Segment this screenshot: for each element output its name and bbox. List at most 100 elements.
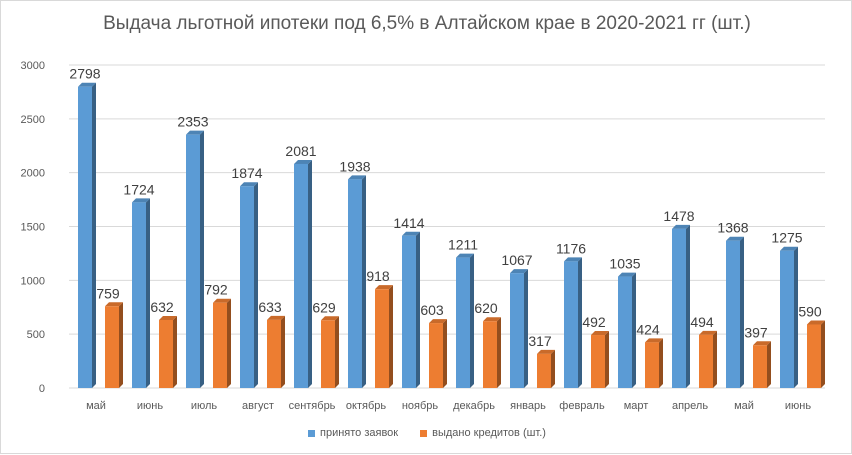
bar-top: [483, 317, 501, 322]
bar-top: [807, 320, 825, 325]
bar-top: [348, 175, 366, 180]
chart-title: Выдача льготной ипотеки под 6,5% в Алтай…: [103, 13, 751, 34]
bar-top: [726, 236, 744, 241]
data-label: 1368: [717, 220, 748, 236]
bar-top: [780, 246, 798, 251]
bar-applications: [564, 261, 578, 388]
bar-side: [227, 298, 231, 388]
bar-top: [213, 298, 231, 303]
bar-side: [497, 317, 501, 388]
bar-side: [605, 331, 609, 388]
data-label: 1035: [609, 256, 640, 272]
x-tick-label: декабрь: [453, 400, 495, 412]
bar-side: [470, 253, 474, 388]
y-tick-label: 1500: [21, 222, 45, 234]
data-label: 1067: [501, 252, 532, 268]
bar-applications: [456, 257, 470, 388]
bar-top: [78, 82, 96, 87]
x-tick-label: сентябрь: [289, 400, 336, 412]
bar-applications: [618, 276, 632, 388]
bar-side: [416, 231, 420, 388]
bar-loans: [807, 324, 821, 388]
bar-applications: [510, 273, 524, 388]
bar-side: [659, 338, 663, 388]
y-tick-label: 0: [39, 383, 45, 395]
data-label: 632: [150, 299, 174, 315]
bar-top: [645, 338, 663, 343]
data-label: 1938: [339, 158, 370, 174]
bar-top: [537, 349, 555, 354]
bar-side: [686, 224, 690, 388]
bar-top: [699, 330, 717, 335]
bar-top: [186, 130, 204, 135]
bar-top: [564, 257, 582, 262]
bar-top: [672, 224, 690, 229]
x-tick-label: август: [242, 400, 274, 412]
bar-side: [713, 330, 717, 388]
bar-applications: [726, 240, 740, 388]
legend-item-applications: принято заявок: [308, 427, 398, 439]
legend: принято заявок выдано кредитов (шт.): [1, 427, 852, 439]
bar-loans: [375, 289, 389, 388]
bar-loans: [699, 334, 713, 388]
data-label: 1414: [393, 215, 424, 231]
bar-loans: [483, 321, 497, 388]
bar-applications: [780, 250, 794, 388]
x-tick-label: июль: [191, 400, 218, 412]
bar-loans: [537, 353, 551, 388]
y-tick-label: 500: [27, 329, 45, 341]
y-tick-label: 2000: [21, 168, 45, 180]
bar-side: [281, 315, 285, 388]
x-tick-label: апрель: [672, 400, 708, 412]
bar-applications: [402, 235, 416, 388]
bar-side: [92, 82, 96, 389]
bar-side: [740, 236, 744, 388]
bar-side: [578, 257, 582, 388]
x-tick-label: май: [734, 400, 754, 412]
bar-top: [618, 272, 636, 277]
data-label: 629: [312, 299, 336, 315]
bar-top: [159, 315, 177, 320]
data-label: 1478: [663, 208, 694, 224]
bar-side: [173, 315, 177, 388]
legend-label-loans: выдано кредитов (шт.): [432, 427, 546, 439]
x-tick-label: июнь: [785, 400, 811, 412]
bar-loans: [105, 306, 119, 388]
legend-label-applications: принято заявок: [320, 427, 399, 439]
bar-loans: [753, 345, 767, 388]
data-label: 2353: [177, 114, 208, 130]
data-label: 603: [420, 302, 444, 318]
bar-applications: [672, 228, 686, 388]
data-label: 1176: [556, 240, 586, 256]
bar-top: [105, 302, 123, 307]
data-label: 759: [96, 285, 120, 301]
bar-top: [321, 316, 339, 321]
data-label: 424: [636, 321, 660, 337]
x-tick-label: октябрь: [346, 400, 386, 412]
bar-side: [767, 341, 771, 388]
bar-side: [794, 246, 798, 388]
bar-loans: [267, 319, 281, 388]
bar-side: [254, 182, 258, 388]
bar-top: [510, 269, 528, 274]
bar-side: [524, 269, 528, 388]
bar-side: [146, 198, 150, 388]
x-tick-label: март: [624, 400, 649, 412]
data-label: 397: [744, 324, 768, 340]
y-tick-label: 2500: [21, 114, 45, 126]
bar-top: [240, 182, 258, 187]
data-label: 2798: [69, 66, 100, 82]
bar-side: [551, 349, 555, 388]
bar-top: [753, 341, 771, 346]
x-tick-label: май: [86, 400, 106, 412]
bar-applications: [240, 186, 254, 388]
data-label: 1211: [448, 237, 478, 253]
bar-applications: [186, 134, 200, 388]
data-label: 620: [474, 300, 498, 316]
bar-side: [389, 285, 393, 388]
data-label: 590: [798, 303, 822, 319]
data-label: 1724: [123, 181, 154, 197]
x-tick-label: февраль: [559, 400, 605, 412]
